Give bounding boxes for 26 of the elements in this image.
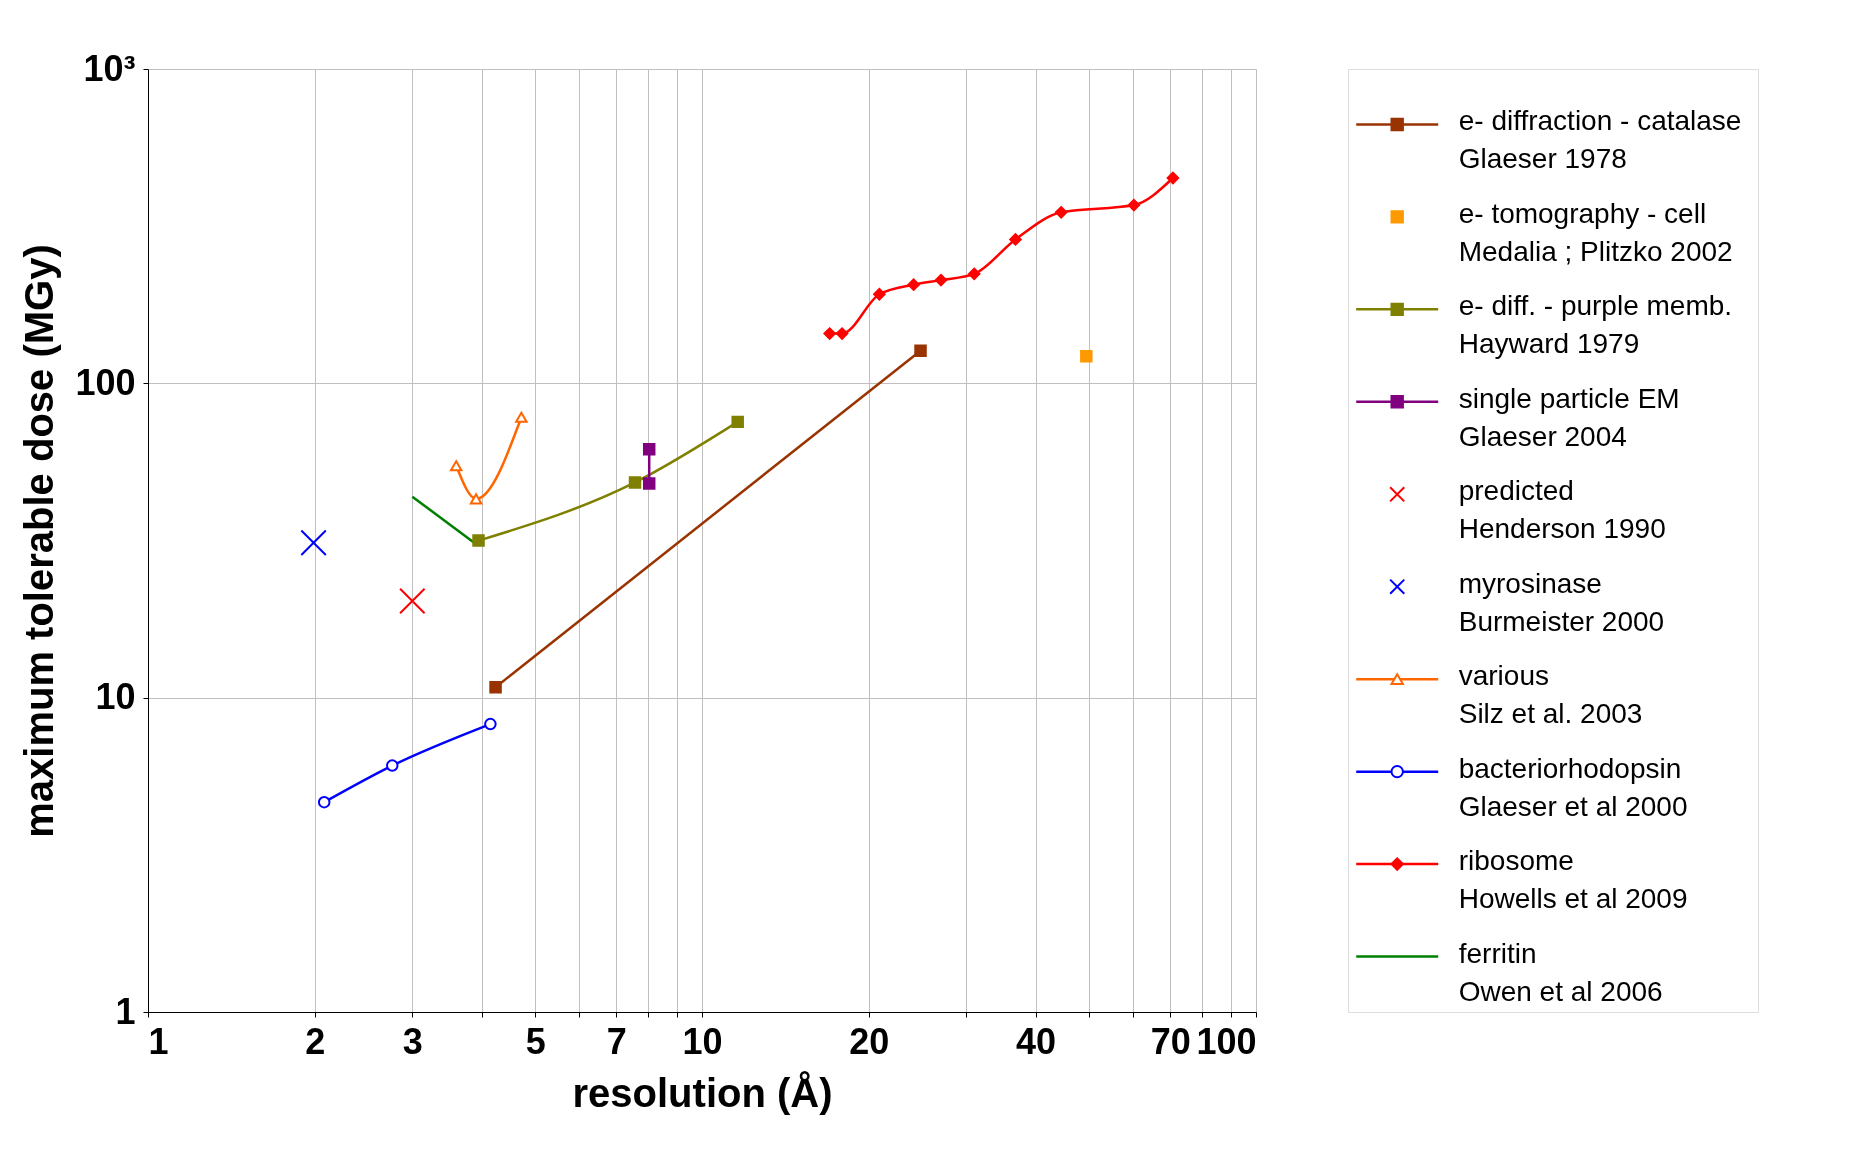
x-tick-label: 70 — [1150, 1020, 1191, 1062]
legend-label: bacteriorhodopsin Glaeser et al 2000 — [1458, 752, 1688, 822]
legend-label: myrosinase Burmeister 2000 — [1458, 567, 1665, 637]
x-tick-label: 100 — [1196, 1020, 1257, 1062]
y-tick-label: 10 — [95, 676, 136, 718]
x-tick-label: 5 — [525, 1020, 546, 1062]
legend-label: e- diff. - purple memb. Hayward 1979 — [1458, 290, 1733, 360]
legend-label: ferritin Owen et al 2006 — [1458, 937, 1663, 1007]
x-tick-label: 2 — [305, 1020, 326, 1062]
x-tick-label: 40 — [1016, 1020, 1057, 1062]
legend-label: single particle EM Glaeser 2004 — [1458, 382, 1680, 452]
y-tick-label: 100 — [75, 361, 136, 403]
y-axis-title: maximum tolerable dose (MGy) — [17, 244, 62, 838]
x-tick-label: 20 — [849, 1020, 890, 1062]
y-tick-label: 10³ — [83, 47, 136, 89]
x-tick-label: 7 — [606, 1020, 627, 1062]
y-tick-label: 1 — [115, 990, 136, 1032]
x-tick-label: 1 — [148, 1020, 169, 1062]
legend-label: e- diffraction - catalase Glaeser 1978 — [1458, 105, 1742, 175]
legend-label: ribosome Howells et al 2009 — [1458, 845, 1688, 915]
x-axis-title: resolution (Å) — [572, 1070, 833, 1115]
legend-label: various Silz et al. 2003 — [1458, 660, 1643, 730]
x-tick-label: 3 — [402, 1020, 423, 1062]
legend-label: predicted Henderson 1990 — [1458, 475, 1666, 545]
legend-label: e- tomography - cell Medalia ; Plitzko 2002 — [1458, 197, 1733, 267]
x-tick-label: 10 — [682, 1020, 723, 1062]
